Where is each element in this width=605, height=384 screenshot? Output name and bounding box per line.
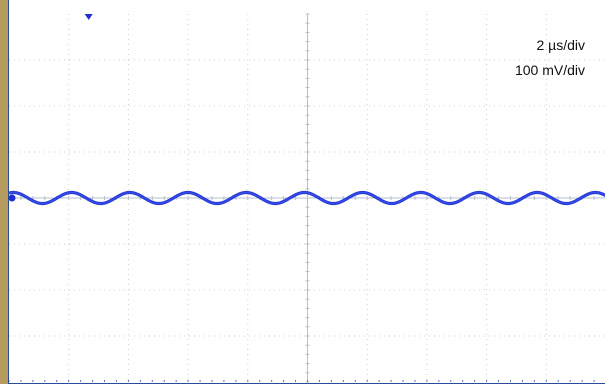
waveform-noise-band — [9, 191, 605, 205]
trigger-marker — [84, 14, 93, 20]
scope-plot — [9, 13, 605, 383]
center-axes — [9, 13, 605, 383]
ground-marker — [9, 194, 16, 202]
time-scale-label: 2 µs/div — [536, 37, 585, 53]
scope-display: 2 µs/div 100 mV/div — [8, 0, 605, 384]
scope-edge-bar — [0, 0, 8, 384]
voltage-scale-label: 100 mV/div — [514, 62, 585, 78]
